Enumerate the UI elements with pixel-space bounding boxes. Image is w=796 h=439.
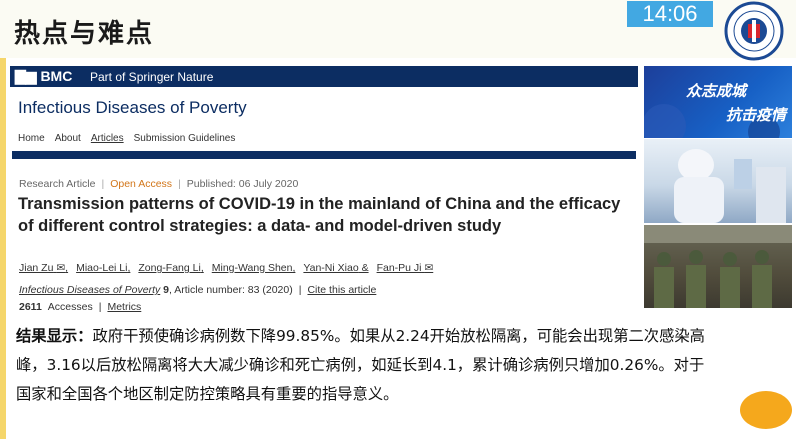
medical-worker-icon bbox=[674, 149, 786, 223]
metrics-divider: | bbox=[98, 301, 102, 313]
anti-epidemic-banner: 众志成城 抗击疫情 bbox=[644, 66, 792, 138]
citation-line: Infectious Diseases of Poverty 9, Articl… bbox=[19, 284, 376, 296]
access-count: 2611 bbox=[19, 301, 42, 313]
author-link[interactable]: Yan-Ni Xiao & bbox=[303, 262, 369, 274]
author-list: Jian Zu ✉, Miao-Lei Li, Zong-Fang Li, Mi… bbox=[19, 262, 433, 274]
citation-article-number: , Article number: 83 (2020) bbox=[169, 284, 293, 296]
article-meta: Research Article | Open Access | Publish… bbox=[19, 178, 298, 190]
findings-lead: 结果显示： bbox=[16, 327, 93, 345]
article-type: Research Article bbox=[19, 178, 96, 190]
banner-background-icon bbox=[644, 104, 780, 138]
journal-title[interactable]: Infectious Diseases of Poverty bbox=[18, 98, 247, 117]
nav-submission-guidelines[interactable]: Submission Guidelines bbox=[133, 133, 236, 144]
bmc-logo-icon: ▇▆ bbox=[15, 68, 37, 84]
left-accent-bar bbox=[0, 58, 6, 439]
findings-text: 政府干预使确诊病例数下降99.85%。如果从2.24开始放松隔离，可能会出现第二… bbox=[16, 327, 705, 403]
citation-volume: 9 bbox=[163, 284, 169, 296]
citation-divider: | bbox=[298, 284, 302, 296]
email-icon[interactable]: ✉ bbox=[424, 262, 434, 274]
cite-this-article-link[interactable]: Cite this article bbox=[307, 284, 377, 296]
bmc-logo[interactable]: ▇▆ BMC bbox=[15, 68, 73, 84]
author-link[interactable]: Miao-Lei Li, bbox=[76, 262, 131, 274]
access-label: Accesses bbox=[47, 301, 93, 313]
author-link[interactable]: Ming-Wang Shen, bbox=[211, 262, 296, 274]
email-icon[interactable]: ✉ bbox=[56, 262, 66, 274]
article-headline: Transmission patterns of COVID-19 in the… bbox=[18, 195, 621, 235]
nav-divider bbox=[12, 151, 636, 159]
bmc-tagline: Part of Springer Nature bbox=[90, 70, 214, 84]
author-link[interactable]: Fan-Pu Ji ✉ bbox=[376, 262, 434, 274]
meta-divider: | bbox=[101, 178, 105, 190]
open-access-badge: Open Access bbox=[110, 178, 173, 190]
metrics-link[interactable]: Metrics bbox=[107, 301, 142, 313]
nav-about[interactable]: About bbox=[54, 133, 81, 144]
access-metrics: 2611 Accesses | Metrics bbox=[19, 301, 141, 313]
medical-worker-photo bbox=[644, 139, 792, 223]
university-logo-icon bbox=[712, 0, 796, 62]
meta-divider: | bbox=[178, 178, 181, 190]
bmc-header-bar: ▇▆ BMC Part of Springer Nature bbox=[10, 66, 638, 87]
clock-display: 14:06 bbox=[627, 1, 713, 27]
author-link[interactable]: Zong-Fang Li, bbox=[138, 262, 204, 274]
findings-paragraph: 结果显示：政府干预使确诊病例数下降99.85%。如果从2.24开始放松隔离，可能… bbox=[16, 322, 716, 409]
soldiers-photo bbox=[644, 225, 792, 308]
citation-journal[interactable]: Infectious Diseases of Poverty bbox=[19, 284, 161, 296]
banner-line-2: 抗击疫情 bbox=[725, 106, 786, 124]
published-date: Published: 06 July 2020 bbox=[186, 178, 299, 190]
slide-title: 热点与难点 bbox=[14, 19, 155, 49]
article-screenshot bbox=[10, 66, 638, 318]
nav-articles[interactable]: Articles bbox=[90, 133, 124, 144]
orange-circle-decoration bbox=[740, 391, 792, 429]
author-link[interactable]: Jian Zu ✉, bbox=[19, 262, 69, 274]
nav-home[interactable]: Home bbox=[18, 133, 45, 144]
soldiers-icon bbox=[644, 225, 792, 308]
journal-nav: Home About Articles Submission Guideline… bbox=[18, 133, 235, 144]
banner-line-1: 众志成城 bbox=[685, 82, 746, 100]
